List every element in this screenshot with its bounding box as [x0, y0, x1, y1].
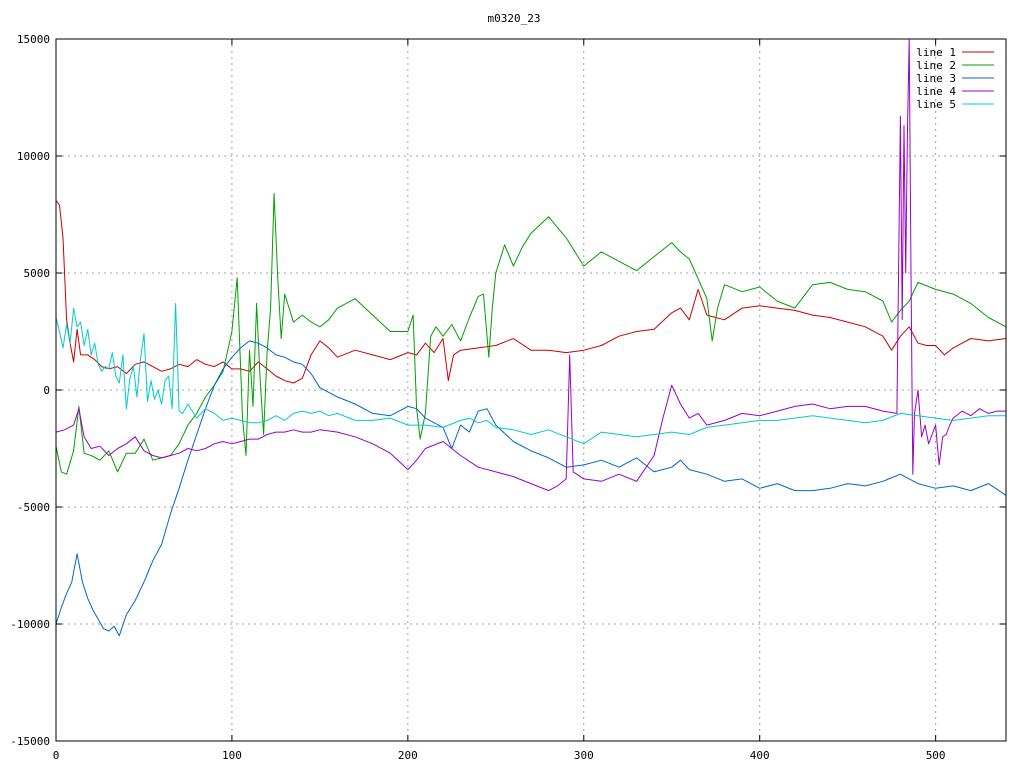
grid-lines: [56, 39, 1006, 741]
axis-ticks: 0 100 200 300 400 500 -15000 -10000 -5000 0 5000 10…: [10, 33, 1006, 762]
y-tick-label: -15000: [10, 735, 50, 748]
y-tick-label: -5000: [17, 501, 50, 514]
legend-label-4: line 4: [916, 85, 956, 98]
x-tick-label: 0: [53, 749, 60, 762]
legend-label-5: line 5: [916, 98, 956, 111]
series-layer: [55, 38, 1007, 637]
x-tick-label: 400: [750, 749, 770, 762]
y-tick-label: 15000: [17, 33, 50, 46]
series-line-4: [55, 38, 1006, 492]
y-tick-label: 0: [43, 384, 50, 397]
x-tick-label: 300: [574, 749, 594, 762]
legend-label-2: line 2: [916, 59, 956, 72]
series-line-3: [55, 340, 1007, 637]
legend-label-1: line 1: [916, 46, 956, 59]
chart-title: m0320_23: [488, 12, 541, 25]
y-tick-label: -10000: [10, 618, 50, 631]
series-line-2: [55, 192, 1007, 475]
x-tick-label: 100: [222, 749, 242, 762]
x-tick-label: 500: [926, 749, 946, 762]
legend-label-3: line 3: [916, 72, 956, 85]
y-tick-label: 5000: [24, 267, 51, 280]
x-tick-label: 200: [398, 749, 418, 762]
series-line-1: [55, 200, 1007, 384]
y-tick-label: 10000: [17, 150, 50, 163]
series-line-5: [55, 302, 1006, 445]
